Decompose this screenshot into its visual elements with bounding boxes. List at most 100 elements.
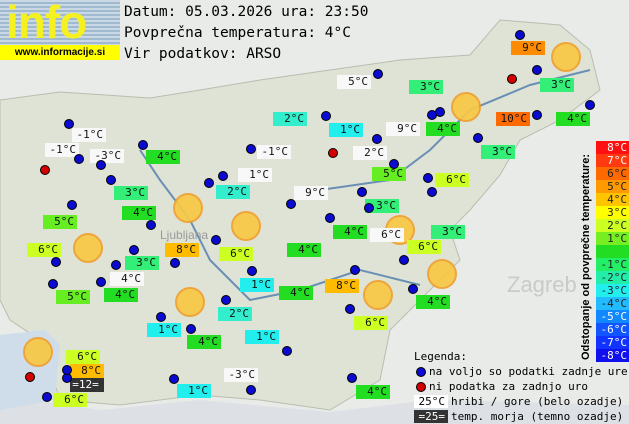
station-temperature[interactable]: 6°C (407, 240, 441, 254)
station-temperature[interactable]: 3°C (431, 225, 465, 239)
station-marker-available[interactable] (246, 385, 256, 395)
station-temperature[interactable]: 6°C (370, 228, 404, 242)
station-temperature[interactable]: 6°C (53, 393, 87, 407)
station-marker-missing[interactable] (328, 148, 338, 158)
station-temperature[interactable]: 4°C (426, 122, 460, 136)
station-temperature[interactable]: 3°C (409, 80, 443, 94)
station-marker-available[interactable] (246, 144, 256, 154)
logo[interactable]: info www.informacije.si (0, 0, 120, 60)
station-marker-missing[interactable] (25, 372, 35, 382)
station-temperature[interactable]: 6°C (354, 316, 388, 330)
station-temperature[interactable]: 1°C (177, 384, 211, 398)
station-temperature[interactable]: 1°C (329, 123, 363, 137)
station-temperature[interactable]: -1°C (45, 143, 79, 157)
station-marker-available[interactable] (111, 260, 121, 270)
station-marker-available[interactable] (62, 365, 72, 375)
station-marker-available[interactable] (211, 235, 221, 245)
logo-url[interactable]: www.informacije.si (0, 45, 120, 60)
station-temperature[interactable]: 9°C (294, 186, 328, 200)
station-marker-available[interactable] (399, 255, 409, 265)
station-marker-available[interactable] (51, 257, 61, 267)
station-temperature[interactable]: 6°C (27, 243, 61, 257)
station-marker-available[interactable] (247, 266, 257, 276)
station-marker-available[interactable] (345, 304, 355, 314)
station-marker-available[interactable] (221, 295, 231, 305)
station-marker-available[interactable] (389, 159, 399, 169)
station-marker-available[interactable] (532, 65, 542, 75)
station-temperature[interactable]: 6°C (435, 173, 469, 187)
station-temperature[interactable]: 6°C (66, 350, 100, 364)
station-temperature[interactable]: -3°C (90, 149, 124, 163)
station-marker-available[interactable] (48, 279, 58, 289)
station-marker-missing[interactable] (40, 165, 50, 175)
station-temperature[interactable]: =12= (70, 378, 104, 392)
station-marker-available[interactable] (473, 133, 483, 143)
station-marker-available[interactable] (96, 160, 106, 170)
station-temperature[interactable]: 3°C (125, 256, 159, 270)
station-temperature[interactable]: 5°C (372, 167, 406, 181)
station-temperature[interactable]: 4°C (146, 150, 180, 164)
station-temperature[interactable]: 3°C (481, 145, 515, 159)
station-marker-available[interactable] (74, 154, 84, 164)
station-marker-available[interactable] (170, 258, 180, 268)
station-marker-available[interactable] (347, 373, 357, 383)
station-temperature[interactable]: 4°C (556, 112, 590, 126)
station-marker-available[interactable] (204, 178, 214, 188)
station-temperature[interactable]: -3°C (224, 368, 258, 382)
station-temperature[interactable]: 1°C (147, 323, 181, 337)
station-temperature[interactable]: 4°C (110, 272, 144, 286)
station-temperature[interactable]: 8°C (70, 364, 104, 378)
station-marker-available[interactable] (138, 140, 148, 150)
station-marker-available[interactable] (423, 173, 433, 183)
station-marker-available[interactable] (156, 312, 166, 322)
station-temperature[interactable]: 4°C (104, 288, 138, 302)
station-marker-available[interactable] (169, 374, 179, 384)
station-marker-available[interactable] (325, 213, 335, 223)
station-marker-available[interactable] (42, 392, 52, 402)
station-marker-available[interactable] (372, 134, 382, 144)
station-temperature[interactable]: 4°C (187, 335, 221, 349)
station-temperature[interactable]: 3°C (540, 78, 574, 92)
station-marker-available[interactable] (435, 107, 445, 117)
station-marker-available[interactable] (67, 200, 77, 210)
station-temperature[interactable]: 3°C (114, 186, 148, 200)
station-marker-available[interactable] (357, 187, 367, 197)
station-temperature[interactable]: -1°C (257, 145, 291, 159)
station-temperature[interactable]: 2°C (218, 307, 252, 321)
station-marker-available[interactable] (146, 220, 156, 230)
station-marker-available[interactable] (532, 110, 542, 120)
station-marker-available[interactable] (96, 277, 106, 287)
station-temperature[interactable]: 4°C (287, 243, 321, 257)
station-marker-available[interactable] (321, 111, 331, 121)
station-temperature[interactable]: 2°C (273, 112, 307, 126)
station-temperature[interactable]: 5°C (56, 290, 90, 304)
station-temperature[interactable]: 8°C (165, 243, 199, 257)
station-temperature[interactable]: 1°C (245, 330, 279, 344)
station-marker-available[interactable] (515, 30, 525, 40)
station-temperature[interactable]: 5°C (43, 215, 77, 229)
station-temperature[interactable]: 9°C (386, 122, 420, 136)
station-temperature[interactable]: 4°C (416, 295, 450, 309)
station-temperature[interactable]: 6°C (219, 247, 253, 261)
station-marker-available[interactable] (373, 69, 383, 79)
station-temperature[interactable]: 4°C (279, 286, 313, 300)
station-marker-available[interactable] (350, 265, 360, 275)
station-temperature[interactable]: 1°C (238, 168, 272, 182)
station-marker-available[interactable] (282, 346, 292, 356)
station-marker-missing[interactable] (507, 74, 517, 84)
station-temperature[interactable]: 4°C (333, 225, 367, 239)
station-marker-available[interactable] (218, 171, 228, 181)
station-temperature[interactable]: 4°C (122, 206, 156, 220)
station-temperature[interactable]: 10°C (496, 112, 530, 126)
station-temperature[interactable]: 9°C (511, 41, 545, 55)
station-marker-available[interactable] (408, 284, 418, 294)
station-temperature[interactable]: -1°C (72, 128, 106, 142)
station-marker-available[interactable] (129, 245, 139, 255)
station-marker-available[interactable] (286, 199, 296, 209)
station-marker-available[interactable] (64, 119, 74, 129)
station-marker-available[interactable] (186, 324, 196, 334)
station-temperature[interactable]: 2°C (353, 146, 387, 160)
station-temperature[interactable]: 1°C (240, 278, 274, 292)
station-temperature[interactable]: 4°C (356, 385, 390, 399)
station-marker-available[interactable] (427, 187, 437, 197)
